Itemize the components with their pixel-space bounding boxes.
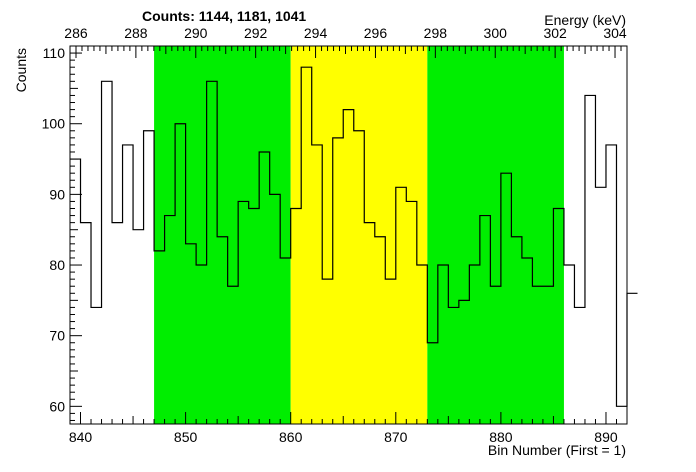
x-tick-label: 870 bbox=[384, 429, 408, 445]
y-tick-label: 100 bbox=[42, 116, 66, 132]
highlight-regions bbox=[154, 46, 564, 424]
x2-tick-label: 296 bbox=[364, 25, 388, 41]
x2-tick-label: 300 bbox=[484, 25, 508, 41]
top-axis-label: Energy (keV) bbox=[544, 12, 626, 28]
y-tick-label: 90 bbox=[49, 186, 65, 202]
y-axis: 60 70 80 90 100 110 bbox=[42, 45, 82, 421]
x-tick-label: 850 bbox=[174, 429, 198, 445]
x-tick-label: 840 bbox=[69, 429, 93, 445]
x-axis-top: 286 288 290 292 294 296 298 300 302 304 bbox=[64, 25, 628, 58]
y-tick-label: 60 bbox=[49, 398, 65, 414]
region-left-background bbox=[154, 46, 291, 424]
plot-frame bbox=[69, 45, 628, 425]
x2-tick-label: 304 bbox=[603, 25, 627, 41]
y-tick-label: 110 bbox=[43, 45, 66, 61]
y-tick-label: 80 bbox=[49, 257, 65, 273]
x2-tick-label: 290 bbox=[184, 25, 208, 41]
x2-tick-label: 302 bbox=[543, 25, 567, 41]
region-right-background bbox=[427, 46, 564, 424]
x2-tick-label: 298 bbox=[424, 25, 448, 41]
region-peak bbox=[290, 46, 428, 424]
x2-tick-label: 288 bbox=[124, 25, 148, 41]
x-tick-label: 860 bbox=[279, 429, 303, 445]
chart-title: Counts: 1144, 1181, 1041 bbox=[142, 8, 306, 24]
x-axis-label: Bin Number (First = 1) bbox=[488, 442, 626, 458]
x2-tick-label: 292 bbox=[244, 25, 268, 41]
histogram-step-line bbox=[70, 66, 638, 407]
x-axis-bottom: 840 850 860 870 880 890 bbox=[69, 412, 628, 445]
y-tick-label: 70 bbox=[49, 328, 65, 344]
x2-tick-label: 286 bbox=[64, 25, 88, 41]
y-axis-label: Counts bbox=[13, 48, 29, 92]
x-tick-label: 880 bbox=[489, 429, 513, 445]
x-tick-label: 890 bbox=[594, 429, 618, 445]
x2-tick-label: 294 bbox=[304, 25, 328, 41]
